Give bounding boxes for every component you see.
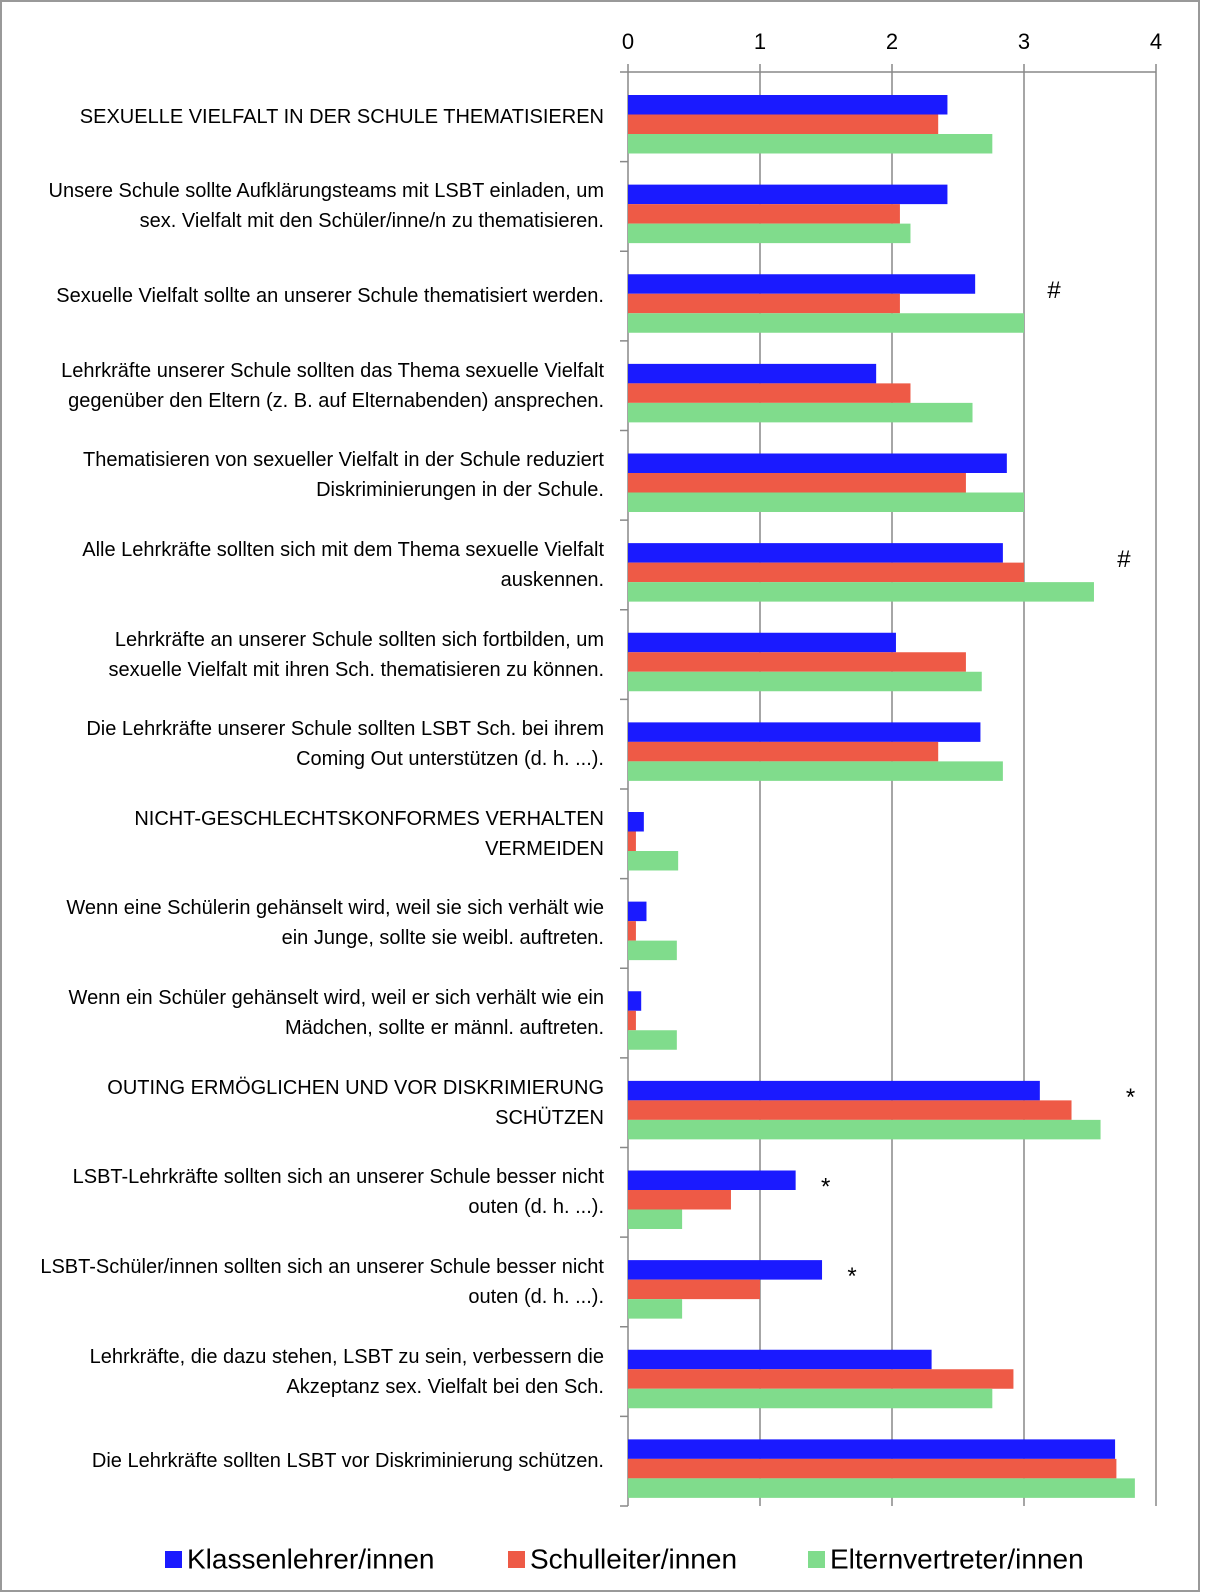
category-label: Lehrkräfte, die dazu stehen, LSBT zu sei… — [89, 1345, 604, 1398]
legend-swatch — [508, 1551, 525, 1568]
bar — [628, 562, 1024, 583]
annotation: * — [821, 1173, 830, 1200]
bar — [628, 1209, 683, 1229]
category-label: Lehrkräfte an unserer Schule sollten sic… — [108, 628, 604, 681]
bar — [628, 1260, 823, 1280]
bar — [628, 274, 976, 294]
annotation: # — [1047, 277, 1061, 304]
bar — [628, 1369, 1014, 1389]
category-label: NICHT-GESCHLECHTSKONFORMES VERHALTEN VER… — [134, 807, 604, 860]
x-tick-label: 3 — [1018, 29, 1030, 54]
bar — [628, 851, 679, 871]
legend-label: Elternvertreter/innen — [830, 1543, 1084, 1574]
bar — [628, 473, 966, 493]
category-label: LSBT-Schüler/innen sollten sich an unser… — [40, 1255, 604, 1308]
bar — [628, 741, 939, 762]
bar — [628, 402, 973, 423]
bar — [628, 383, 911, 403]
bar — [628, 543, 1003, 563]
bar — [628, 1100, 1072, 1120]
category-label: Thematisieren von sexueller Vielfalt in … — [82, 449, 604, 502]
bar — [628, 632, 896, 653]
bar — [628, 652, 966, 672]
x-tick-label: 2 — [886, 29, 898, 54]
bar — [628, 1478, 1135, 1498]
bar — [628, 1439, 1116, 1459]
bar — [628, 204, 900, 224]
bar — [628, 1119, 1101, 1140]
x-tick-label: 4 — [1150, 29, 1162, 54]
annotation: # — [1117, 546, 1131, 573]
x-tick-label: 1 — [754, 29, 766, 54]
bar — [628, 114, 939, 134]
bar — [628, 293, 900, 314]
bar — [628, 184, 948, 205]
category-label: Lehrkräfte unserer Schule sollten das Th… — [61, 359, 604, 412]
bar — [628, 95, 948, 115]
bar — [628, 453, 1007, 473]
annotation: * — [847, 1263, 856, 1290]
bar — [628, 1010, 636, 1031]
bar — [628, 1388, 993, 1409]
legend-swatch — [165, 1551, 182, 1568]
bar — [628, 812, 644, 832]
category-label: Alle Lehrkräfte sollten sich mit dem The… — [82, 538, 604, 591]
bar — [628, 1080, 1040, 1101]
bar — [628, 722, 981, 742]
bar — [628, 671, 982, 692]
category-label: Die Lehrkräfte sollten LSBT vor Diskrimi… — [91, 1450, 604, 1473]
legend-label: Schulleiter/innen — [530, 1543, 737, 1574]
bar — [628, 1170, 796, 1190]
bar — [628, 223, 911, 244]
annotation: * — [1126, 1084, 1135, 1111]
category-label: Sexuelle Vielfalt sollte an unserer Schu… — [56, 285, 604, 308]
bar — [628, 1030, 677, 1050]
legend-label: Klassenlehrer/innen — [187, 1543, 435, 1574]
bar — [628, 831, 636, 851]
bar — [628, 991, 642, 1011]
bar — [628, 1299, 683, 1319]
bar — [628, 313, 1024, 333]
bar — [628, 582, 1094, 602]
category-label: Unsere Schule sollte Aufklärungsteams mi… — [48, 180, 604, 233]
category-label: Wenn ein Schüler gehänselt wird, weil er… — [68, 987, 604, 1040]
bar — [628, 492, 1024, 512]
bar — [628, 761, 1003, 781]
bar — [628, 940, 677, 961]
bar — [628, 134, 993, 154]
bar — [628, 901, 647, 922]
x-tick-label: 0 — [622, 29, 634, 54]
bar — [628, 1190, 731, 1210]
bar — [628, 363, 877, 384]
category-label: Wenn eine Schülerin gehänselt wird, weil… — [66, 897, 604, 950]
category-label: LSBT-Lehrkräfte sollten sich an unserer … — [72, 1166, 604, 1219]
bar — [628, 1279, 760, 1300]
bar — [628, 921, 636, 941]
category-label: OUTING ERMÖGLICHEN UND VOR DISKRIMIERUNG… — [107, 1076, 604, 1129]
category-label: SEXUELLE VIELFALT IN DER SCHULE THEMATIS… — [79, 105, 604, 128]
bar — [628, 1349, 932, 1370]
category-label: Die Lehrkräfte unserer Schule sollten LS… — [86, 718, 604, 771]
legend-swatch — [808, 1551, 825, 1568]
bar — [628, 1458, 1117, 1479]
